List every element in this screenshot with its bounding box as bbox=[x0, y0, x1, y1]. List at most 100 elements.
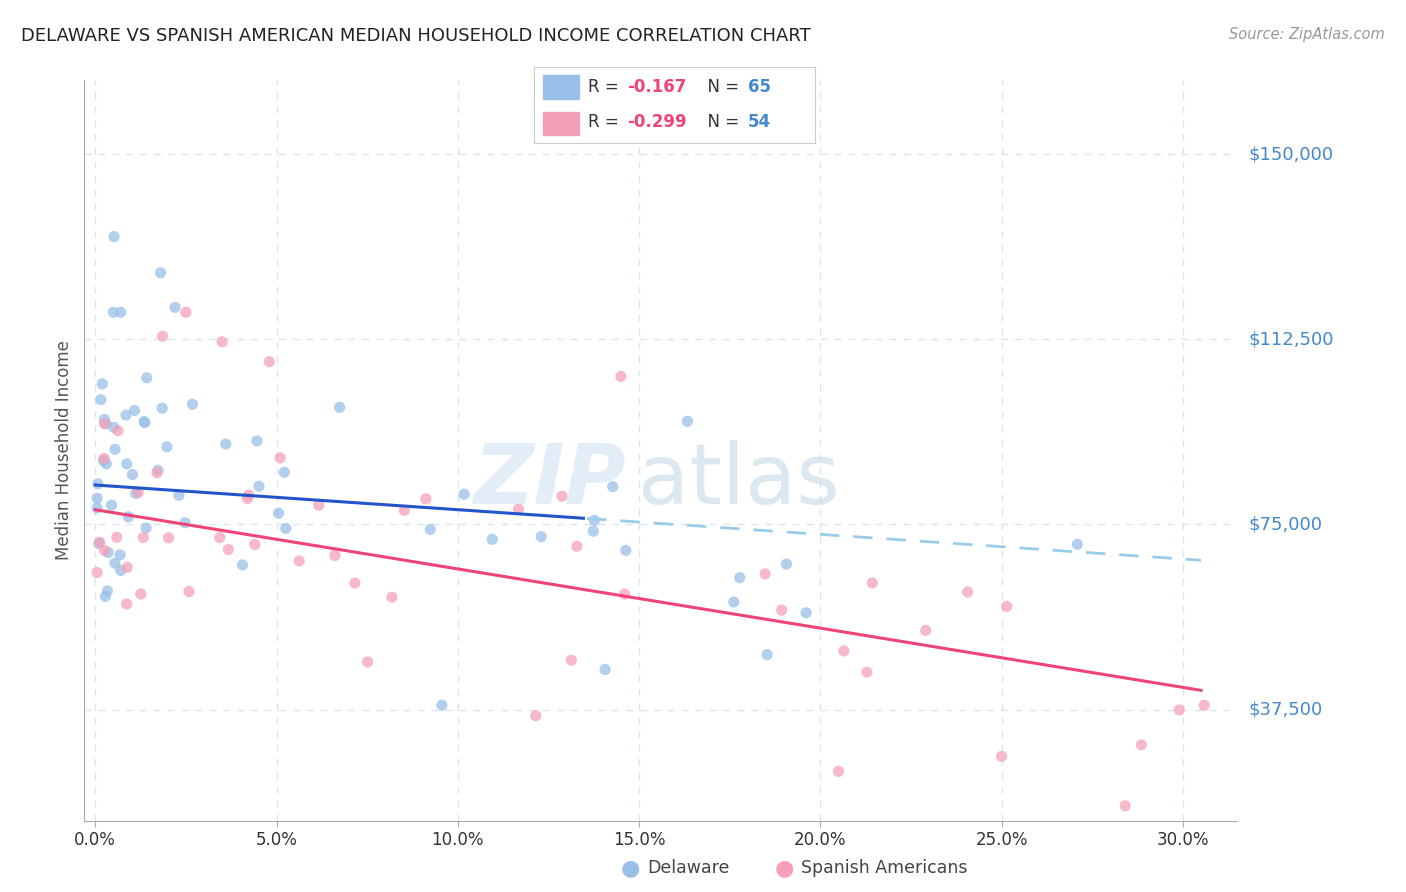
Point bbox=[110, 564, 132, 578]
Point bbox=[132, 414, 155, 428]
Point bbox=[86, 566, 108, 580]
Point bbox=[728, 571, 751, 585]
Point bbox=[156, 440, 179, 454]
Point bbox=[96, 583, 118, 598]
Text: Source: ZipAtlas.com: Source: ZipAtlas.com bbox=[1229, 27, 1385, 42]
Point bbox=[259, 354, 281, 368]
Point bbox=[110, 305, 132, 319]
Point bbox=[236, 491, 259, 506]
Point bbox=[121, 467, 143, 482]
Point bbox=[394, 503, 416, 517]
Point bbox=[96, 457, 118, 471]
Point bbox=[146, 463, 169, 477]
Point bbox=[860, 576, 883, 591]
Point bbox=[381, 591, 404, 605]
Point bbox=[167, 488, 190, 502]
Point bbox=[613, 587, 636, 601]
Text: DELAWARE VS SPANISH AMERICAN MEDIAN HOUSEHOLD INCOME CORRELATION CHART: DELAWARE VS SPANISH AMERICAN MEDIAN HOUS… bbox=[21, 27, 811, 45]
Point bbox=[610, 369, 633, 384]
Text: -0.167: -0.167 bbox=[627, 78, 686, 96]
Point bbox=[794, 606, 817, 620]
Point bbox=[288, 554, 311, 568]
Point bbox=[129, 587, 152, 601]
Point bbox=[152, 329, 174, 343]
Point bbox=[827, 764, 849, 779]
Point bbox=[94, 417, 117, 431]
Point bbox=[756, 648, 779, 662]
Point bbox=[174, 516, 197, 530]
Point bbox=[104, 556, 127, 570]
Point bbox=[215, 437, 238, 451]
Point bbox=[583, 513, 606, 527]
Point bbox=[107, 424, 129, 438]
Point bbox=[273, 465, 295, 479]
Point bbox=[770, 603, 793, 617]
Point bbox=[93, 417, 115, 431]
Point bbox=[274, 521, 297, 535]
Point bbox=[415, 491, 437, 506]
Point bbox=[115, 457, 138, 471]
Point bbox=[956, 585, 979, 599]
Point bbox=[105, 530, 128, 544]
Point bbox=[524, 708, 547, 723]
Point bbox=[163, 301, 186, 315]
Point bbox=[565, 539, 588, 553]
Point bbox=[1114, 798, 1136, 813]
Point bbox=[91, 376, 114, 391]
Text: 54: 54 bbox=[748, 113, 770, 131]
Point bbox=[181, 397, 204, 411]
Bar bbox=[543, 75, 579, 99]
Point bbox=[267, 506, 290, 520]
Point bbox=[127, 485, 149, 500]
Point bbox=[117, 560, 139, 574]
Point bbox=[329, 401, 352, 415]
Point bbox=[87, 476, 110, 491]
Point bbox=[343, 576, 366, 591]
Point bbox=[132, 531, 155, 545]
Point bbox=[508, 502, 530, 516]
Point bbox=[115, 597, 138, 611]
Text: Spanish Americans: Spanish Americans bbox=[801, 859, 967, 877]
Text: $150,000: $150,000 bbox=[1249, 145, 1333, 163]
Point bbox=[723, 595, 745, 609]
Point bbox=[100, 498, 122, 512]
Point bbox=[453, 487, 475, 501]
Text: $112,500: $112,500 bbox=[1249, 330, 1334, 349]
Point bbox=[593, 662, 616, 676]
Point bbox=[217, 542, 239, 557]
Point bbox=[754, 566, 776, 581]
Point bbox=[481, 533, 503, 547]
Text: ●: ● bbox=[775, 858, 794, 878]
Point bbox=[269, 450, 291, 465]
Point bbox=[177, 584, 200, 599]
Point bbox=[97, 545, 120, 559]
Point bbox=[243, 537, 266, 551]
Point bbox=[93, 453, 115, 467]
Point bbox=[1192, 698, 1215, 713]
Point bbox=[676, 414, 699, 428]
Point bbox=[108, 548, 131, 562]
Point bbox=[146, 466, 169, 480]
Text: $75,000: $75,000 bbox=[1249, 516, 1323, 533]
Point bbox=[103, 305, 125, 319]
Point bbox=[323, 549, 346, 563]
Text: 65: 65 bbox=[748, 78, 770, 96]
Text: Delaware: Delaware bbox=[647, 859, 730, 877]
Point bbox=[174, 305, 197, 319]
Point bbox=[430, 698, 453, 713]
Point bbox=[308, 498, 330, 512]
Point bbox=[231, 558, 253, 572]
Point bbox=[135, 521, 157, 535]
Point bbox=[602, 480, 624, 494]
Point bbox=[419, 523, 441, 537]
Point bbox=[914, 624, 936, 638]
Point bbox=[530, 530, 553, 544]
Point bbox=[1168, 703, 1191, 717]
Point bbox=[560, 653, 582, 667]
Point bbox=[238, 488, 260, 502]
Text: atlas: atlas bbox=[638, 440, 839, 521]
Point bbox=[1066, 537, 1088, 551]
Point bbox=[90, 392, 112, 407]
Point bbox=[93, 543, 115, 558]
Point bbox=[582, 524, 605, 539]
